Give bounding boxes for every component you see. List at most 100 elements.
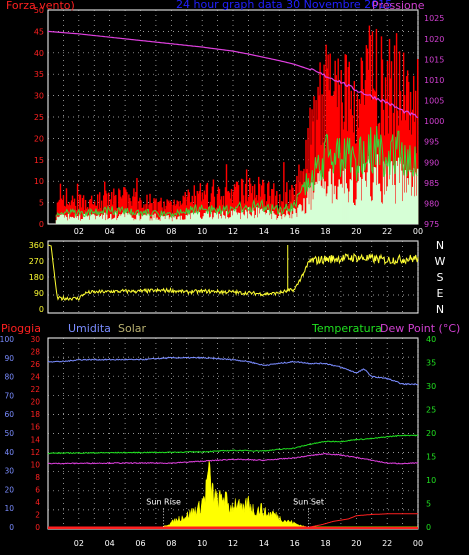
- wind-speed-bar: [274, 214, 276, 224]
- wind-speed-bar: [67, 213, 70, 224]
- rain-tick-label: 0: [35, 523, 40, 532]
- wind-speed-bar: [187, 214, 189, 224]
- wind-speed-bar: [297, 207, 299, 224]
- wind-tick-label: 5: [39, 199, 44, 208]
- wind-speed-bar: [216, 211, 219, 224]
- wind-speed-bar: [312, 199, 314, 224]
- wind-speed-bar: [63, 217, 66, 224]
- wind-speed-bar: [395, 160, 398, 224]
- wind-speed-bar: [276, 219, 278, 224]
- wind-gust-bar: [193, 185, 196, 224]
- wind-gust-bar: [258, 183, 261, 224]
- wind-speed-bar: [209, 216, 212, 224]
- wind-tick-label: 20: [34, 134, 44, 143]
- wind-speed-bar: [262, 210, 264, 224]
- wind-gust-bar: [357, 127, 360, 224]
- wind-gust-bar: [128, 194, 130, 224]
- wind-gust-bar: [352, 132, 355, 224]
- wind-speed-bar: [403, 192, 406, 224]
- wind-speed-bar: [137, 213, 139, 224]
- wind-speed-bar: [72, 217, 75, 224]
- wind-speed-bar: [121, 214, 123, 224]
- wind-speed-bar: [365, 186, 368, 224]
- wind-speed-bar: [258, 213, 261, 224]
- wind-speed-bar: [206, 213, 209, 224]
- rain-tick-label: 2: [35, 510, 40, 519]
- wind-gust-bar: [81, 197, 84, 224]
- wind-gust-bar: [217, 186, 220, 224]
- wind-speed-bar: [142, 215, 144, 224]
- wind-speed-bar: [415, 195, 418, 224]
- wind-speed-bar: [281, 219, 283, 224]
- temperature-tick-label: 15: [426, 453, 436, 462]
- pressure-tick-label: 1005: [424, 97, 444, 106]
- wind-gust-bar: [208, 205, 211, 224]
- wind-speed-bar: [222, 215, 225, 224]
- wind-speed-bar: [252, 210, 255, 224]
- wind-speed-bar: [288, 215, 290, 224]
- wind-gust-bar: [337, 58, 339, 224]
- wind-gust-bar: [286, 182, 288, 224]
- wind-speed-bar: [412, 168, 415, 224]
- x-tick-label: 16: [290, 227, 300, 236]
- wind-gust-bar: [220, 196, 223, 224]
- humidity-tick-label: 100: [0, 335, 14, 344]
- wind-gust-bar: [194, 195, 197, 224]
- wind-speed-bar: [322, 176, 324, 224]
- humidity-tick-label: 50: [4, 429, 14, 438]
- wind-speed-bar: [196, 213, 199, 224]
- wind-speed-bar: [378, 183, 381, 224]
- wind-gust-bar: [412, 75, 415, 224]
- wind-speed-bar: [140, 218, 142, 224]
- wind-gust-bar: [328, 90, 330, 224]
- wind-gust-bar: [106, 193, 108, 224]
- wind-gust-bar: [69, 205, 72, 224]
- wind-speed-bar: [201, 218, 204, 224]
- wind-gust-bar: [413, 121, 416, 224]
- wind-gust-bar: [288, 203, 290, 224]
- wind-gust-bar: [410, 134, 413, 224]
- wind-speed-bar: [392, 165, 395, 224]
- wind-speed-bar: [165, 215, 167, 224]
- rain-tick-label: 18: [30, 410, 40, 419]
- wind-gust-bar: [143, 204, 145, 224]
- wind-speed-bar: [287, 213, 289, 224]
- pressure-y-tick-labels: 975 980 985 990 995 1000 1005 1010 1015 1020 1025: [424, 14, 444, 229]
- wind-speed-bar: [383, 194, 386, 224]
- x-tick-label: 12: [228, 227, 238, 236]
- wind-gust-bar: [126, 192, 128, 224]
- wind-gust-bar: [308, 173, 310, 224]
- wind-speed-bar: [280, 216, 282, 224]
- wind-speed-bar: [357, 181, 360, 224]
- wind-gust-bar: [123, 187, 125, 224]
- wind-speed-bar: [340, 183, 342, 224]
- wind-gust-bar: [291, 184, 293, 224]
- wind-speed-bar: [306, 197, 308, 224]
- wind-gust-bar: [316, 119, 318, 224]
- wind-speed-bar: [166, 215, 168, 224]
- wind-speed-bar: [303, 198, 305, 224]
- wind-speed-bar: [77, 219, 80, 224]
- wind-speed-bar: [346, 188, 348, 224]
- wind-speed-bar: [319, 170, 321, 224]
- wind-gust-bar: [183, 197, 185, 224]
- wind-speed-bar: [279, 212, 281, 224]
- humidity-tick-label: 90: [4, 354, 14, 363]
- wind-speed-bar: [189, 219, 191, 224]
- wind-speed-bar: [127, 214, 129, 224]
- wind-gust-bar: [378, 122, 381, 224]
- wind-gust-bar: [243, 203, 246, 224]
- wind-gust-bar: [386, 61, 389, 224]
- humidity-y-tick-labels: 0 10 20 30 40 50 60 70 80 90 100: [0, 335, 14, 532]
- wind-gust-bar: [355, 143, 358, 224]
- wind-speed-bar: [123, 211, 125, 224]
- wind-speed-bar: [143, 214, 145, 224]
- wind-speed-bar: [161, 215, 163, 224]
- rain-tick-label: 8: [35, 473, 40, 482]
- wind-speed-bar: [290, 209, 292, 224]
- wind-gust-bar: [379, 145, 382, 224]
- wind-speed-bar: [285, 215, 287, 224]
- wind-gust-bar: [244, 183, 247, 224]
- wind-speed-bar: [398, 182, 401, 224]
- wind-speed-bar: [245, 211, 248, 224]
